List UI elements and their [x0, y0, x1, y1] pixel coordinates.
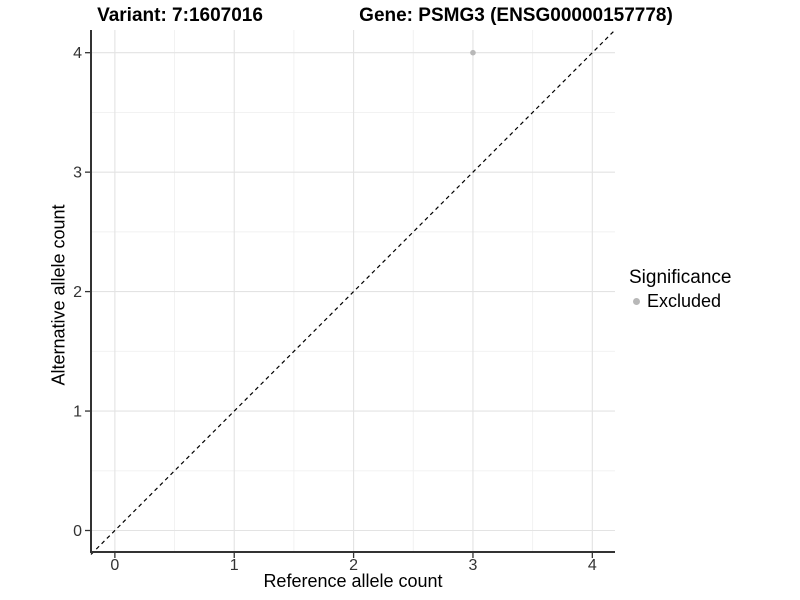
identity-dashed-line — [90, 29, 616, 555]
excluded-marker-icon — [633, 297, 640, 305]
x-axis-title: Reference allele count — [263, 571, 443, 591]
x-tick-label: 0 — [110, 557, 119, 574]
x-tick-label: 1 — [230, 557, 239, 574]
y-tick-label: 4 — [73, 45, 82, 62]
variant-title: Variant: 7:1607016 — [97, 5, 263, 26]
y-tick-label: 1 — [73, 404, 82, 421]
x-tick-label: 3 — [469, 557, 478, 574]
legend-title: Significance — [629, 267, 732, 288]
scatter-plot-panel: 0 1 2 3 4 0 1 2 3 4 — [73, 29, 616, 574]
y-tick-label: 2 — [73, 284, 82, 301]
y-tick-label: 3 — [73, 165, 82, 182]
x-tick-label: 4 — [588, 557, 597, 574]
y-tick-label: 0 — [73, 523, 82, 540]
gene-title: Gene: PSMG3 (ENSG00000157778) — [359, 5, 673, 26]
legend-item-label: Excluded — [647, 291, 722, 311]
x-tick-label: 2 — [349, 557, 358, 574]
data-point — [470, 49, 476, 56]
y-axis-title: Alternative allele count — [48, 204, 69, 386]
legend: Significance Excluded — [629, 266, 731, 312]
legend-item-excluded: Excluded — [629, 290, 731, 312]
